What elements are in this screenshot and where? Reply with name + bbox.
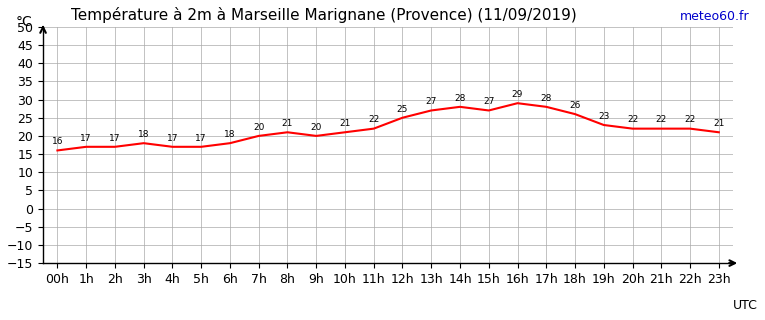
Text: 25: 25 (397, 105, 409, 114)
Text: 28: 28 (454, 94, 466, 103)
Text: 22: 22 (368, 116, 379, 124)
Text: meteo60.fr: meteo60.fr (680, 10, 750, 23)
Text: UTC: UTC (733, 299, 758, 312)
Text: 22: 22 (685, 116, 695, 124)
Text: 20: 20 (311, 123, 322, 132)
Text: 27: 27 (425, 97, 437, 106)
Text: 17: 17 (195, 134, 207, 143)
Text: 23: 23 (598, 112, 610, 121)
Text: 17: 17 (80, 134, 92, 143)
Text: 20: 20 (253, 123, 265, 132)
Text: 26: 26 (569, 101, 581, 110)
Text: 29: 29 (512, 90, 523, 99)
Text: Température à 2m à Marseille Marignane (Provence) (11/09/2019): Température à 2m à Marseille Marignane (… (70, 7, 576, 23)
Text: 21: 21 (282, 119, 293, 128)
Text: 16: 16 (52, 137, 63, 146)
Text: °C: °C (15, 15, 32, 29)
Text: 21: 21 (340, 119, 350, 128)
Text: 22: 22 (627, 116, 638, 124)
Text: 18: 18 (224, 130, 236, 139)
Text: 28: 28 (541, 94, 552, 103)
Text: 17: 17 (109, 134, 121, 143)
Text: 21: 21 (713, 119, 724, 128)
Text: 27: 27 (483, 97, 494, 106)
Text: 17: 17 (167, 134, 178, 143)
Text: 18: 18 (138, 130, 149, 139)
Text: 22: 22 (656, 116, 667, 124)
